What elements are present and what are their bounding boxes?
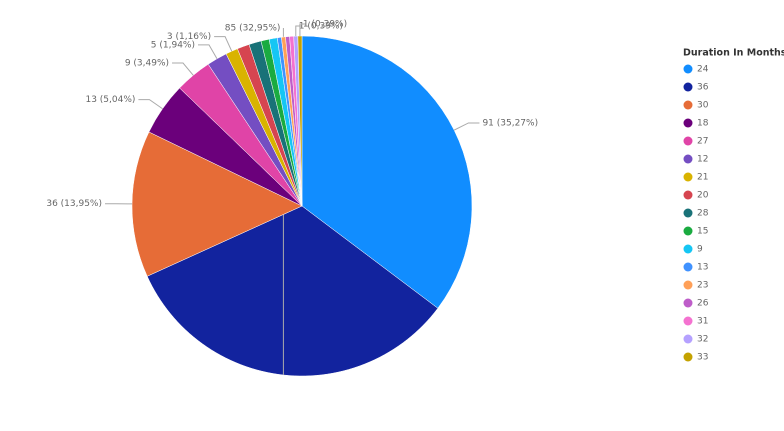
legend-label: 28	[697, 209, 709, 219]
legend-label: 23	[697, 281, 708, 291]
data-label: 91 (35,27%)	[482, 118, 538, 128]
legend-label: 20	[697, 191, 709, 201]
legend-label: 21	[697, 173, 708, 183]
legend-label: 13	[697, 263, 708, 273]
data-label: 85 (32,95%)	[225, 24, 281, 34]
leader-line	[172, 62, 194, 76]
legend-marker	[683, 82, 693, 92]
legend-marker	[683, 298, 693, 308]
data-label: 13 (5,04%)	[85, 95, 135, 105]
legend-label: 26	[697, 299, 709, 309]
pie-slice	[301, 35, 473, 309]
legend-marker	[683, 334, 693, 344]
legend-marker	[683, 64, 693, 74]
legend-marker	[683, 316, 693, 326]
legend-marker	[683, 190, 693, 200]
legend-marker	[683, 118, 693, 128]
legend-marker	[683, 172, 693, 182]
data-label: 5 (1,94%)	[151, 40, 195, 50]
legend-label: 36	[697, 83, 709, 93]
leader-line	[138, 99, 163, 110]
legend-label: 27	[697, 137, 708, 147]
legend-marker	[683, 280, 693, 290]
legend-marker	[683, 262, 693, 272]
legend-marker	[683, 352, 693, 362]
legend-marker	[683, 226, 693, 236]
legend-label: 15	[697, 227, 708, 237]
leader-line	[299, 23, 306, 37]
pie-slice	[131, 131, 303, 277]
legend-marker	[683, 136, 693, 146]
leader-line	[214, 36, 233, 52]
data-label: 1 (0,39%)	[303, 20, 347, 30]
data-label: 9 (3,49%)	[125, 59, 169, 69]
leader-line	[453, 122, 480, 131]
legend-label: 9	[697, 245, 703, 255]
legend-marker	[683, 208, 693, 218]
legend-label: 18	[697, 119, 709, 129]
legend-label: 24	[697, 65, 709, 75]
legend-marker	[683, 244, 693, 254]
legend-label: 32	[697, 335, 708, 345]
leader-line	[198, 44, 218, 60]
legend-label: 33	[697, 353, 708, 363]
legend-label: 12	[697, 155, 708, 165]
legend-label: 31	[697, 317, 708, 327]
data-label: 36 (13,95%)	[46, 199, 102, 209]
legend-title: Duration In Months	[683, 48, 784, 59]
legend-marker	[683, 154, 693, 164]
data-label: 1 (0,39%)	[299, 22, 343, 32]
legend-label: 30	[697, 101, 709, 111]
data-label: 3 (1,16%)	[167, 32, 211, 42]
legend-marker	[683, 100, 693, 110]
